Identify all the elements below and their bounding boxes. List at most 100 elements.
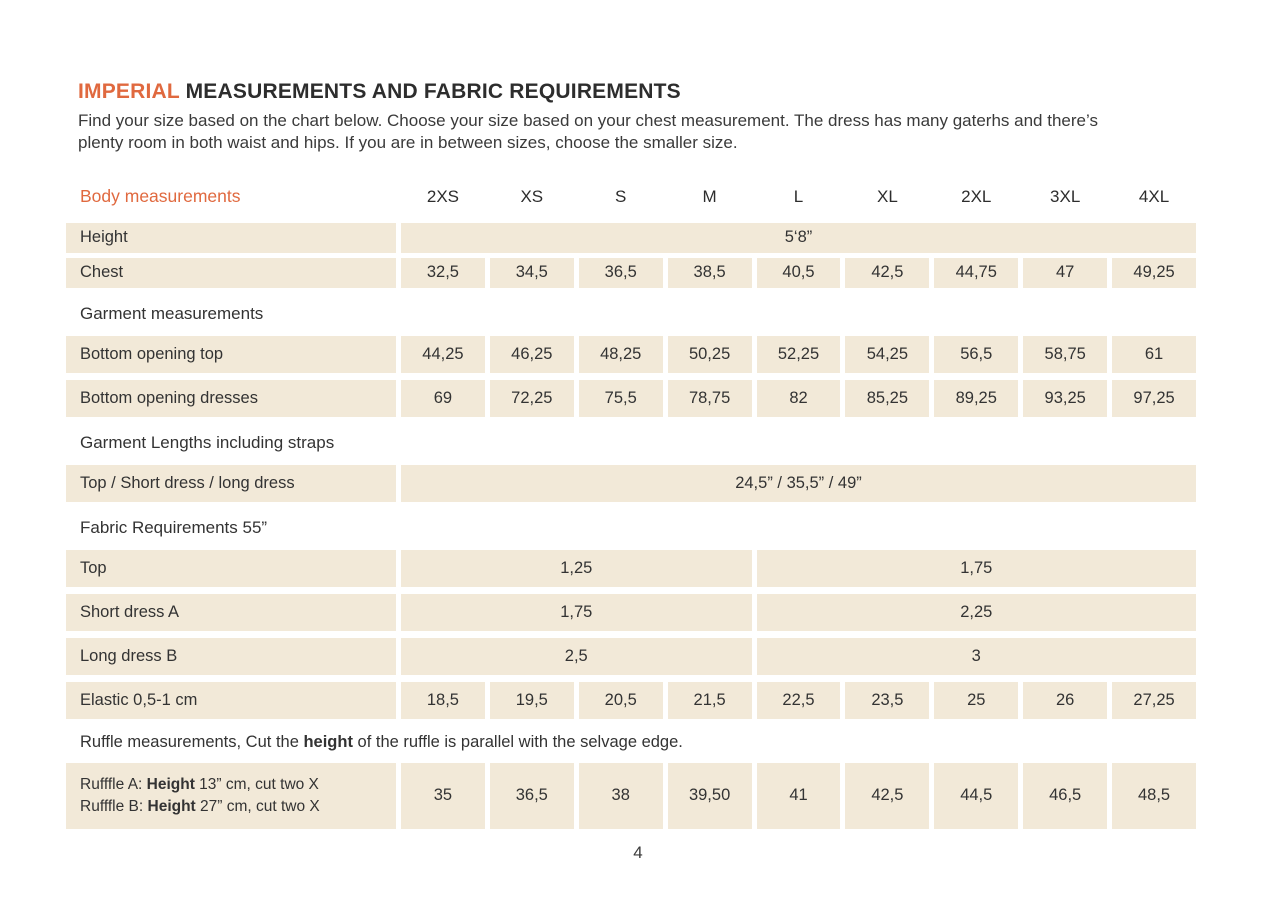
label-line: Rufffle B: Height 27” cm, cut two X [80, 796, 320, 818]
row-value-cell: 36,5 [489, 762, 574, 829]
page-title-rest: MEASUREMENTS AND FABRIC REQUIREMENTS [185, 80, 681, 103]
note-part: height [303, 732, 353, 751]
row-label: Chest [66, 257, 396, 288]
size-column-header: M [702, 186, 717, 206]
row-label: Bottom opening dresses [66, 379, 396, 417]
size-column-header: S [615, 186, 627, 206]
row-value-left: 1,75 [401, 593, 752, 631]
row-value-cell: 85,25 [845, 379, 930, 417]
row-label: Long dress B [66, 637, 396, 675]
row-value-cell: 39,50 [667, 762, 752, 829]
row-value-cell: 50,25 [667, 335, 752, 373]
column-group-label: Body measurements [80, 186, 241, 207]
row-value-cell: 42,5 [845, 762, 930, 829]
row-value-cell: 42,5 [845, 257, 930, 288]
row-label: Top [66, 549, 396, 587]
table-row: Top / Short dress / long dress 24,5” / 35… [66, 464, 1196, 502]
row-value-cell: 58,75 [1023, 335, 1108, 373]
row-value-cell: 46,5 [1023, 762, 1108, 829]
row-value-cell: 52,25 [756, 335, 841, 373]
row-value-cell: 89,25 [934, 379, 1019, 417]
row-value-cell: 97,25 [1112, 379, 1196, 417]
label-part: Rufffle B: [80, 797, 148, 815]
table-row: Chest 32,5 34,5 36,5 38,5 40,5 42,5 44,75 47 49,2… [66, 257, 1196, 288]
row-value-cell: 56,5 [934, 335, 1019, 373]
row-label: Rufffle A: Height 13” cm, cut two X Rufff… [66, 762, 396, 829]
size-chart-table: Body measurements 2XS XS S M L XL 2XL 3XL 4XL Heig… [66, 181, 1196, 829]
row-value-cell: 34,5 [489, 257, 574, 288]
row-value-cell: 26 [1023, 681, 1108, 719]
row-value-cell: 93,25 [1023, 379, 1108, 417]
note-part: of the ruffle is parallel with the selva… [352, 732, 683, 751]
size-column-header: XS [520, 186, 544, 206]
row-value-cell: 38 [578, 762, 663, 829]
row-label: Short dress A [66, 593, 396, 631]
row-value-span: 5‘8” [401, 222, 1196, 253]
row-value-cell: 44,25 [401, 335, 485, 373]
row-value-span: 24,5” / 35,5” / 49” [401, 464, 1196, 502]
row-value-cell: 36,5 [578, 257, 663, 288]
label-part: Rufffle A: [80, 775, 147, 793]
row-value-cell: 46,25 [489, 335, 574, 373]
size-column-header: 2XS [426, 186, 459, 206]
page-number: 4 [633, 842, 643, 862]
row-value-cell: 47 [1023, 257, 1108, 288]
row-value-cell: 41 [756, 762, 841, 829]
table-row: Height 5‘8” [66, 222, 1196, 253]
row-value-cell: 72,25 [489, 379, 574, 417]
table-row: Elastic 0,5-1 cm 18,5 19,5 20,5 21,5 22,5 23,5… [66, 681, 1196, 719]
row-label: Top / Short dress / long dress [66, 464, 396, 502]
size-column-header: 3XL [1050, 186, 1081, 206]
label-part: Height [147, 797, 196, 815]
row-value-cell: 25 [934, 681, 1019, 719]
intro-text: Find your size based on the chart below.… [78, 110, 1196, 155]
table-row: Top 1,25 1,75 [66, 549, 1196, 587]
label-part: 27” cm, cut two X [195, 797, 320, 815]
row-value-cell: 54,25 [845, 335, 930, 373]
size-column-header: L [793, 186, 804, 206]
row-value-cell: 75,5 [578, 379, 663, 417]
ruffle-note: Ruffle measurements, Cut the height of t… [80, 733, 1196, 752]
row-label: Bottom opening top [66, 335, 396, 373]
table-row: Short dress A 1,75 2,25 [66, 593, 1196, 631]
row-value-cell: 35 [401, 762, 485, 829]
size-column-header: 2XL [961, 186, 992, 206]
row-value-cell: 48,5 [1112, 762, 1196, 829]
row-value-cell: 23,5 [845, 681, 930, 719]
row-value-right: 3 [756, 637, 1196, 675]
row-label: Height [66, 222, 396, 253]
row-value-cell: 48,25 [578, 335, 663, 373]
row-value-cell: 20,5 [578, 681, 663, 719]
table-row: Bottom opening dresses 69 72,25 75,5 78,75 82… [66, 379, 1196, 417]
size-column-header: 4XL [1138, 186, 1170, 206]
row-value-cell: 38,5 [667, 257, 752, 288]
row-value-cell: 44,75 [934, 257, 1019, 288]
row-value-right: 2,25 [756, 593, 1196, 631]
row-value-cell: 27,25 [1112, 681, 1196, 719]
page-title: IMPERIAL MEASUREMENTS AND FABRIC REQUIRE… [78, 80, 1196, 104]
section-label: Garment measurements [80, 303, 264, 323]
table-row: Bottom opening top 44,25 46,25 48,25 50,25 52… [66, 335, 1196, 373]
row-value-cell: 32,5 [401, 257, 485, 288]
row-value-cell: 18,5 [401, 681, 485, 719]
row-value-cell: 69 [401, 379, 485, 417]
table-header-row: Body measurements 2XS XS S M L XL 2XL 3XL 4XL [66, 181, 1196, 213]
intro-line-1: Find your size based on the chart below.… [78, 111, 1098, 130]
label-part: Height [146, 775, 195, 793]
label-part: 13” cm, cut two X [194, 775, 319, 793]
section-label: Fabric Requirements 55” [80, 517, 268, 537]
row-value-cell: 44,5 [934, 762, 1019, 829]
note-part: Ruffle measurements, Cut the [80, 732, 304, 751]
row-value-cell: 49,25 [1112, 257, 1196, 288]
row-value-cell: 21,5 [667, 681, 752, 719]
row-value-cell: 61 [1112, 335, 1196, 373]
label-line: Rufffle A: Height 13” cm, cut two X [80, 774, 319, 796]
row-value-cell: 40,5 [756, 257, 841, 288]
row-value-cell: 78,75 [667, 379, 752, 417]
row-value-cell: 19,5 [489, 681, 574, 719]
table-row: Rufffle A: Height 13” cm, cut two X Rufff… [66, 762, 1196, 829]
table-row: Long dress B 2,5 3 [66, 637, 1196, 675]
size-column-header: XL [876, 186, 898, 206]
section-label: Garment Lengths including straps [80, 432, 335, 452]
